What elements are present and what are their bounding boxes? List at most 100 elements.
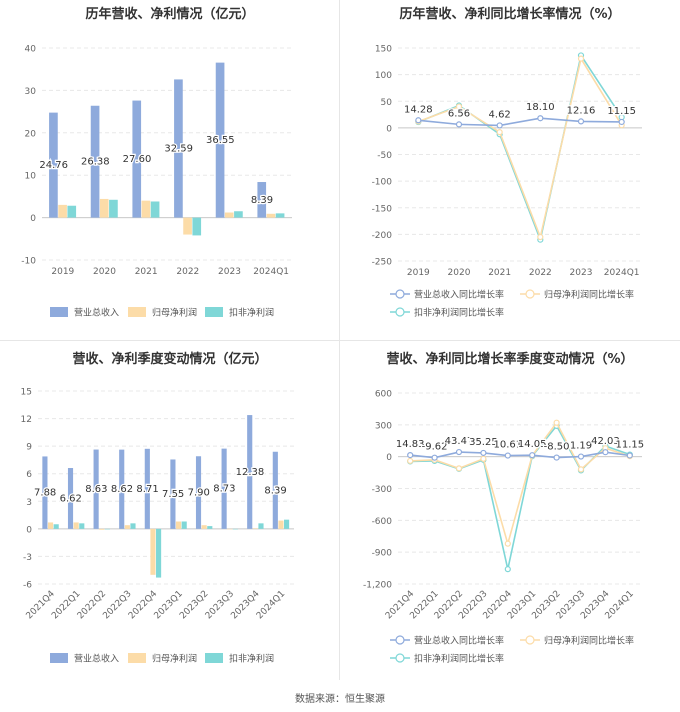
series-point — [455, 103, 463, 110]
chart-svg: 历年营收、净利同比增长率情况（%） -250 -200 -150 -100 -50 0 50 1… — [372, 6, 642, 319]
legend-swatch — [128, 307, 146, 317]
y-tick-label: 600 — [375, 390, 392, 400]
bar-revenue — [195, 456, 202, 529]
bar-data-label: 8.62 — [111, 484, 133, 495]
line-data-label: 11.15 — [615, 439, 644, 450]
series-line — [418, 56, 623, 240]
bar-parent-profit — [73, 522, 79, 529]
legend-swatch-marker — [395, 653, 405, 663]
y-tick-label: -900 — [372, 549, 393, 559]
bar-data-label: 8.39 — [251, 195, 273, 206]
bar-deducted-profit — [275, 213, 285, 218]
series-point — [529, 452, 536, 459]
line-data-label: 1.19 — [570, 441, 592, 452]
legend-swatch-marker — [395, 289, 405, 299]
x-tick-label: 2022 — [176, 267, 199, 277]
series-point — [496, 122, 503, 129]
data-source-footer: 数据来源：恒生聚源 — [295, 694, 385, 705]
chart-svg: 营收、净利季度变动情况（亿元）-6-3036912152021Q42022Q12… — [21, 351, 294, 665]
bar-parent-profit — [266, 213, 276, 218]
bar-data-label: 6.62 — [60, 493, 82, 504]
y-tick-label: -10 — [21, 257, 36, 267]
y-tick-label: -1,200 — [363, 581, 392, 591]
bar-revenue — [119, 449, 125, 529]
legend: 营业总收入 归母净利润 扣非净利润 — [50, 653, 274, 665]
bar-parent-profit — [99, 528, 105, 530]
legend-label: 营业总收入同比增长率 — [414, 289, 504, 301]
bar-data-label: 8.39 — [264, 485, 286, 496]
bar-parent-profit — [183, 217, 192, 235]
legend-label: 归母净利润同比增长率 — [544, 635, 634, 647]
x-tick-label: 2021 — [135, 267, 158, 277]
series-point — [577, 118, 585, 125]
series-point — [415, 117, 422, 124]
series-line — [418, 53, 623, 243]
bar-parent-profit — [150, 528, 156, 575]
bar-parent-profit — [224, 212, 234, 218]
y-tick-label: -150 — [372, 204, 393, 214]
legend-swatch — [50, 653, 68, 663]
bar-revenue — [67, 468, 74, 529]
bar-deducted-profit — [284, 519, 290, 529]
series-point — [553, 419, 560, 426]
legend-swatch — [50, 307, 68, 317]
y-tick-label: 9 — [26, 443, 32, 453]
bar-parent-profit — [141, 200, 151, 218]
y-tick-label: -250 — [372, 258, 393, 268]
series-line — [418, 117, 622, 127]
series-line — [410, 451, 630, 459]
line-data-label: 4.62 — [489, 109, 511, 120]
chart-svg: 营收、净利同比增长率季度变动情况（%） -1,200 -900 -600 -300 0 30… — [363, 351, 645, 665]
y-tick-label: -100 — [372, 178, 393, 188]
series-point — [431, 454, 438, 461]
horizontal-divider — [0, 340, 680, 341]
y-tick-label: 10 — [25, 172, 37, 182]
line-data-label: -8.50 — [544, 442, 570, 453]
x-tick-label: 2020 — [93, 267, 116, 277]
bar-data-label: 8.73 — [213, 484, 235, 495]
line-data-label: 43.47 — [445, 436, 474, 447]
series-point — [407, 451, 414, 459]
series-point — [602, 449, 609, 456]
bar-deducted-profit — [130, 523, 136, 529]
bar-data-label: 24.76 — [39, 160, 68, 171]
bar-deducted-profit — [181, 521, 187, 529]
legend-label: 归母净利润同比增长率 — [544, 289, 634, 301]
line-data-label: 14.83 — [396, 439, 425, 450]
legend-swatch-marker — [525, 289, 535, 299]
line-data-label: 14.05 — [518, 439, 547, 450]
y-tick-label: 300 — [375, 421, 392, 431]
bar-deducted-profit — [232, 528, 238, 530]
legend-swatch-marker — [395, 635, 405, 645]
bar-parent-profit — [278, 520, 284, 529]
line-data-label: 14.28 — [404, 104, 433, 115]
line-data-label: 6.56 — [448, 108, 470, 119]
series-point — [455, 448, 463, 456]
y-tick-label: -6 — [23, 581, 32, 591]
series-point — [496, 129, 503, 136]
bar-revenue — [221, 448, 227, 529]
line-data-label: -9.62 — [422, 442, 448, 453]
annual-revenue-profit-panel: 历年营收、净利情况（亿元） -10 0 10 20 30 40 2019 2020 2021 202… — [0, 0, 340, 340]
y-tick-label: 0 — [26, 525, 32, 535]
bar-revenue — [132, 100, 142, 218]
y-tick-label: 20 — [25, 129, 37, 139]
series-point — [577, 453, 585, 460]
y-tick-label: -200 — [372, 231, 393, 241]
series-point — [455, 465, 463, 472]
line-data-label: 18.10 — [526, 102, 555, 113]
bar-data-label: 12.38 — [236, 467, 265, 478]
series-point — [537, 115, 544, 122]
chart-svg: 历年营收、净利情况（亿元） -10 0 10 20 30 40 2019 2020 2021 202… — [21, 6, 292, 319]
bar-deducted-profit — [156, 528, 162, 578]
bar-deducted-profit — [258, 523, 264, 529]
legend-label: 扣非净利润 — [229, 307, 274, 319]
line-data-label: 10.61 — [493, 440, 522, 451]
legend-swatch — [128, 653, 146, 663]
y-tick-label: -50 — [377, 151, 392, 161]
series-point — [480, 449, 487, 457]
y-tick-label: -600 — [372, 517, 393, 527]
bar-revenue — [247, 415, 253, 529]
